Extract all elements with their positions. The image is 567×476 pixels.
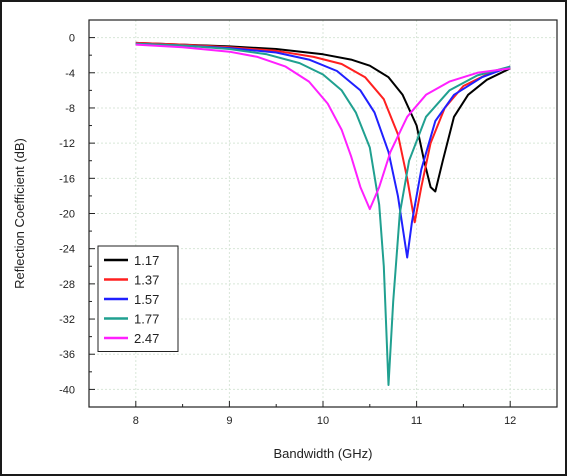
y-tick-label: -8	[65, 103, 75, 115]
series-line-1-57	[135, 42, 511, 259]
y-tick-label: 0	[69, 33, 75, 45]
legend-label: 1.37	[134, 273, 159, 288]
y-tick-label: -12	[59, 138, 75, 150]
legend-label: 1.57	[134, 292, 159, 307]
y-tick-label: -32	[59, 314, 75, 326]
legend: 1.17 1.37 1.57 1.77 2.47	[97, 245, 179, 352]
x-tick-label: 10	[317, 415, 329, 427]
x-tick-label: 9	[226, 415, 232, 427]
x-tick-label: 11	[411, 415, 422, 427]
legend-label: 2.47	[134, 331, 159, 346]
legend-label: 1.77	[134, 312, 159, 327]
x-tick-label: 12	[504, 415, 516, 427]
y-axis-label: Reflection Coefficient (dB)	[12, 138, 27, 289]
y-tick-label: -40	[59, 384, 75, 396]
y-tick-label: -4	[65, 68, 75, 80]
axes: 8 9 10 11 12 0 -4 -8 -12 -16 -20 -24 -28 -32 -36 -40	[59, 19, 558, 427]
x-axis-label: Bandwidth (GHz)	[274, 446, 373, 461]
y-tick-label: -24	[59, 244, 75, 256]
y-tick-label: -36	[59, 349, 75, 361]
y-tick-label: -20	[59, 209, 75, 221]
y-tick-label: -16	[59, 173, 75, 185]
y-tick-label: -28	[59, 279, 75, 291]
series-line-1-17	[135, 41, 511, 193]
series-line-2-47	[135, 43, 511, 211]
x-tick-label: 8	[133, 415, 139, 427]
legend-label: 1.17	[134, 253, 159, 268]
series-lines	[135, 41, 511, 386]
series-line-1-77	[135, 42, 511, 386]
